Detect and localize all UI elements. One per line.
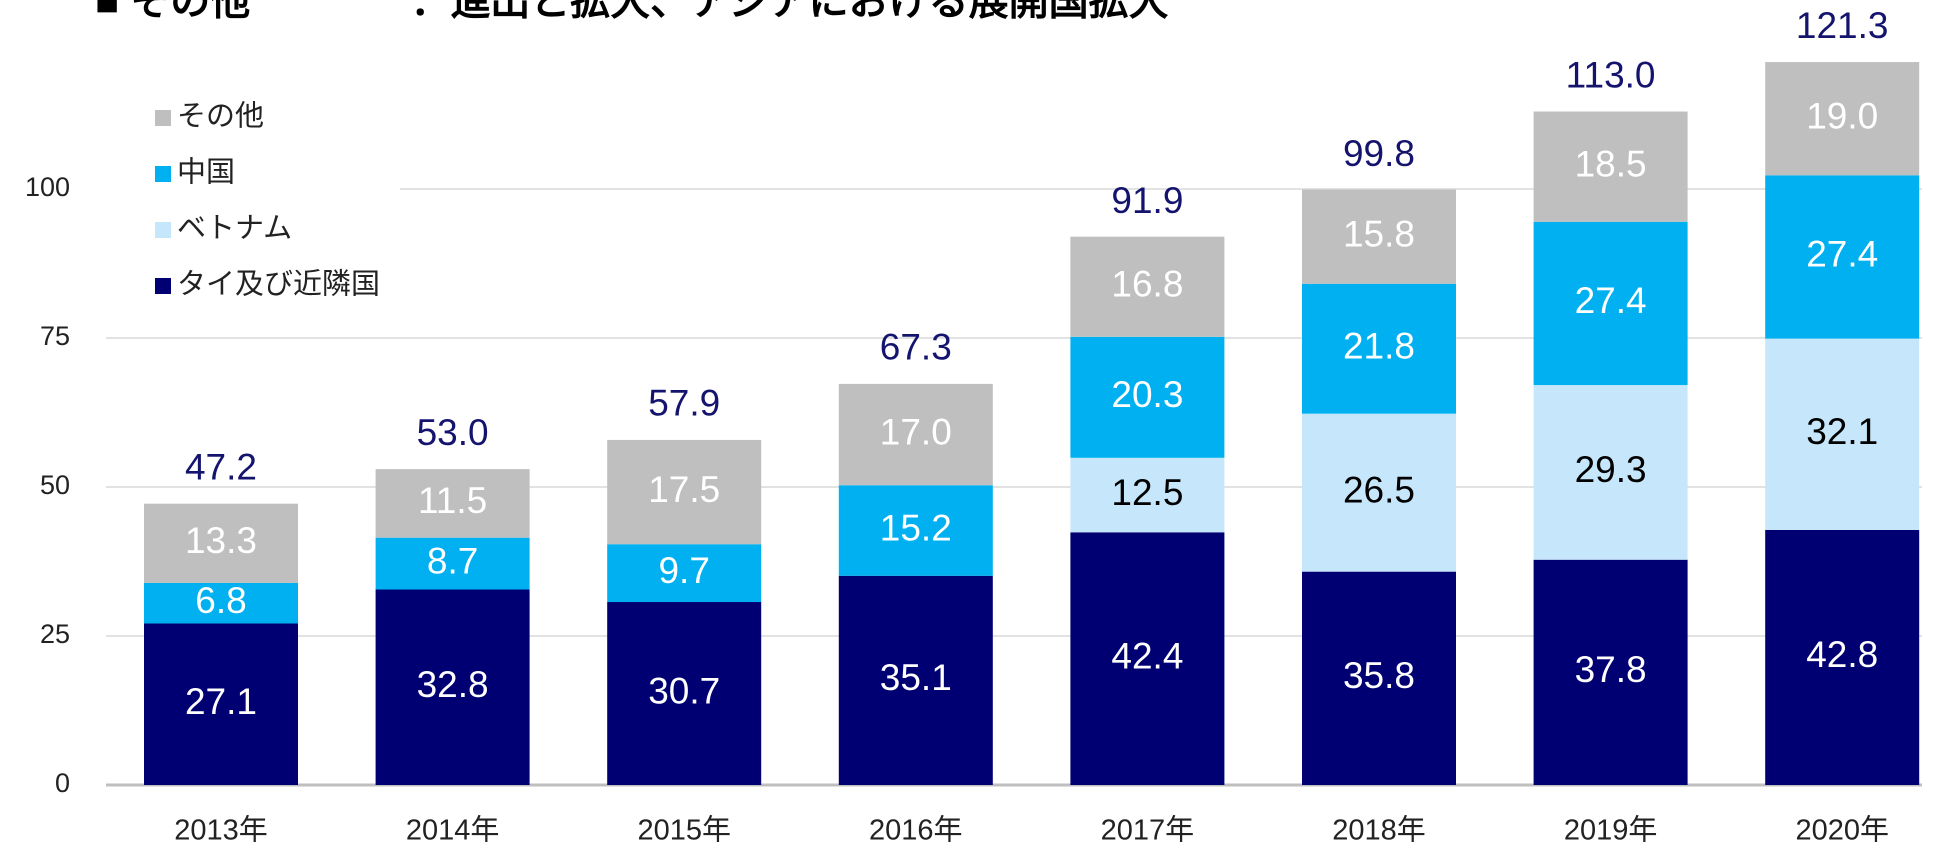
data-label: 26.5 (1343, 469, 1415, 510)
total-label: 57.9 (648, 383, 720, 424)
data-label: 42.8 (1806, 634, 1878, 675)
x-tick-label: 2018年 (1332, 814, 1426, 847)
legend-swatch (155, 278, 171, 294)
x-tick-label: 2020年 (1795, 814, 1889, 847)
y-tick-label: 25 (40, 619, 70, 649)
bar-segment (1070, 532, 1225, 785)
bar-segment (838, 485, 993, 576)
total-label: 67.3 (880, 327, 952, 368)
bar-segment (144, 623, 298, 785)
bar-segment (1302, 413, 1456, 572)
bar-segment (1302, 189, 1456, 284)
data-label: 30.7 (648, 670, 720, 711)
legend-label: 中国 (177, 156, 235, 189)
bar-segment (1533, 111, 1688, 222)
data-label: 27.4 (1575, 280, 1647, 321)
data-label: 18.5 (1575, 143, 1647, 184)
bar-segment (375, 537, 530, 590)
bar-segment (375, 589, 530, 785)
bar-segment (1533, 221, 1688, 386)
data-label: 9.7 (658, 550, 709, 591)
total-label: 99.8 (1343, 133, 1415, 174)
data-label: 17.5 (648, 469, 720, 510)
x-tick-label: 2016年 (869, 814, 963, 847)
y-tick-label: 75 (40, 321, 70, 351)
bar-segment (1070, 236, 1225, 337)
data-label: 19.0 (1806, 95, 1878, 136)
bar-segment (1070, 457, 1225, 533)
bar-segment (607, 602, 762, 785)
bar-segment (838, 575, 993, 785)
data-label: 15.2 (880, 507, 952, 548)
bar-segment (1070, 336, 1225, 458)
total-label: 91.9 (1111, 180, 1183, 221)
legend-label: その他 (177, 100, 264, 133)
data-label: 32.8 (417, 664, 489, 705)
data-label: 17.0 (880, 411, 952, 452)
bar-segment (375, 469, 530, 538)
x-tick-label: 2019年 (1564, 814, 1658, 847)
data-label: 42.4 (1111, 635, 1183, 676)
data-label: 15.8 (1343, 213, 1415, 254)
data-label: 27.4 (1806, 234, 1878, 275)
total-label: 113.0 (1566, 54, 1656, 95)
total-label: 47.2 (185, 446, 257, 487)
x-tick-label: 2013年 (174, 814, 268, 847)
data-label: 16.8 (1111, 264, 1183, 305)
legend-label: タイ及び近隣国 (177, 268, 380, 301)
legend-background (100, 90, 400, 315)
y-tick-label: 0 (55, 768, 70, 798)
data-label: 27.1 (185, 681, 257, 722)
bar-segment (1765, 529, 1920, 785)
bar-segment (1302, 571, 1456, 785)
bar-segment (144, 503, 298, 583)
bar-segment (1765, 338, 1920, 530)
data-label: 8.7 (427, 540, 478, 581)
data-label: 32.1 (1806, 411, 1878, 452)
bar-segment (1533, 559, 1688, 785)
bar-segment (838, 383, 993, 486)
bar-segment (1765, 175, 1920, 339)
total-label: 53.0 (417, 412, 489, 453)
bar-segment (607, 439, 762, 545)
bar-segment (1302, 283, 1456, 414)
data-label: 29.3 (1575, 449, 1647, 490)
y-tick-label: 100 (25, 172, 70, 202)
bar-segment (1533, 385, 1688, 560)
legend-swatch (155, 222, 171, 238)
legend-label: ベトナム (177, 213, 292, 245)
chart-title: ■ その他 ：進出と拡大、アジアにおける展開国拡大 (95, 0, 1169, 24)
data-label: 13.3 (185, 520, 257, 561)
x-tick-label: 2014年 (406, 814, 500, 847)
bar-segment (607, 544, 762, 603)
total-label: 121.3 (1796, 5, 1889, 46)
data-label: 35.8 (1343, 655, 1415, 696)
data-label: 37.8 (1575, 649, 1647, 690)
data-label: 35.1 (880, 657, 952, 698)
x-tick-label: 2015年 (637, 814, 731, 847)
y-tick-label: 50 (40, 470, 70, 500)
data-label: 20.3 (1111, 374, 1183, 415)
data-label: 12.5 (1111, 472, 1183, 513)
x-tick-label: 2017年 (1101, 814, 1195, 847)
bar-segment (144, 582, 298, 624)
data-label: 21.8 (1343, 326, 1415, 367)
data-label: 6.8 (195, 580, 246, 621)
legend-swatch (155, 110, 171, 126)
data-label: 11.5 (418, 480, 487, 521)
legend-swatch (155, 166, 171, 182)
bar-segment (1765, 62, 1920, 176)
